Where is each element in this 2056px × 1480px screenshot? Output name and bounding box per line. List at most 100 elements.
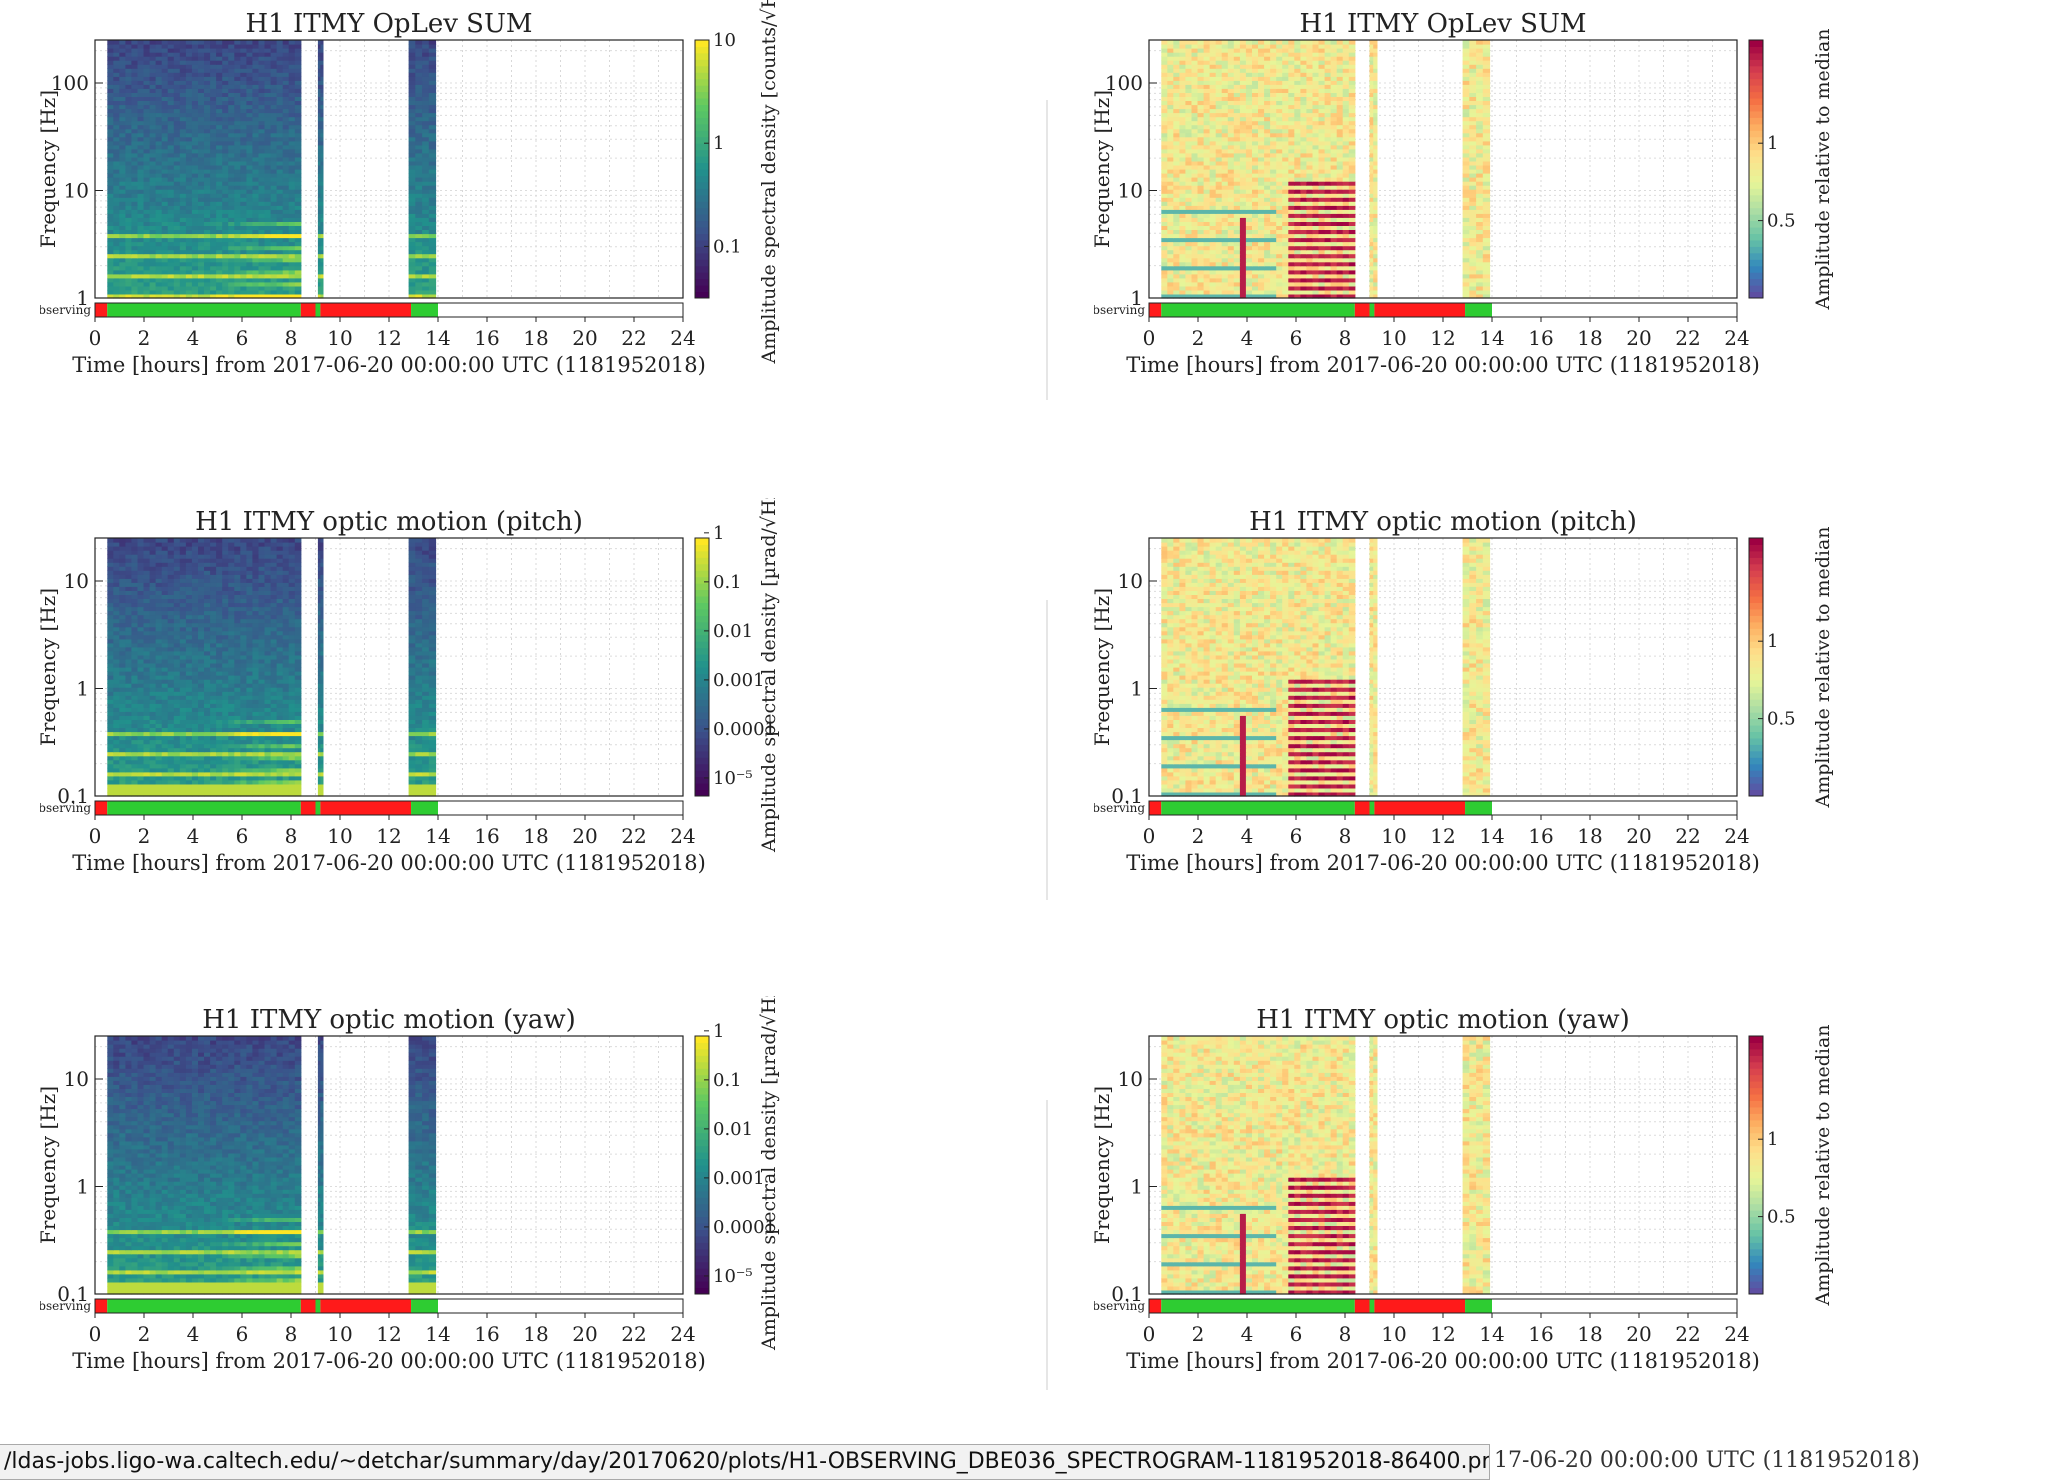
spectrogram-cell [1318,112,1326,118]
spectrogram-cell [179,273,187,279]
spectrogram-cell [1191,245,1199,251]
spectrogram-cell [131,294,138,299]
spectrogram-cell [282,44,290,49]
spectrogram-cell [167,193,175,198]
spectrogram-cell [161,201,169,206]
spectrogram-cell [1336,253,1344,259]
spectrogram-cell [264,44,272,49]
state-on-segment [411,303,438,317]
spectrogram-cell [179,221,187,226]
spectrogram-cell [258,241,266,247]
spectrogram-cell [1203,148,1211,154]
spectrogram-cell [1270,261,1277,267]
spectrogram-cell [282,160,290,166]
spectrogram-cell [185,241,193,247]
spectrogram-cell [1373,152,1378,158]
spectrogram-cell [1264,68,1271,73]
spectrogram-cell [113,44,120,49]
spectrogram-cell [125,273,132,279]
spectrogram-cell [119,249,126,255]
spectrogram-cell [149,104,157,110]
spectrogram-cell [1288,185,1295,190]
spectrogram-cell [1373,144,1378,150]
spectrogram-cell [1221,132,1229,138]
spectrogram-cell [1300,237,1307,243]
spectrogram-cell [149,124,157,130]
spectrogram-cell [167,289,175,295]
spectrogram-cell [1209,189,1217,194]
spectrogram-cell [1306,40,1313,45]
spectrogram-cell [1173,80,1180,85]
spectrogram-cell [234,233,241,239]
spectrogram-cell [246,261,253,267]
spectrogram-cell [143,277,151,283]
spectrogram-cell [1294,64,1301,69]
spectrogram-cell [415,273,423,279]
spectrogram-cell [1221,112,1229,118]
spectrogram-cell [173,177,181,182]
spectrogram-cell [1330,124,1338,130]
spectrogram-cell [1330,132,1338,138]
spectrogram-cell [234,225,241,230]
spectrogram-cell [1221,128,1229,134]
spectrogram-cell [234,96,241,101]
spectrogram-cell [264,265,272,271]
spectrogram-cell [198,56,205,61]
spectrogram-cell [276,253,284,259]
spectrogram-cell [216,241,223,247]
spectrogram-cell [288,100,296,106]
spectrogram-cell [246,213,253,218]
spectrogram-cell [119,96,126,101]
spectrogram-cell [415,245,423,251]
spectrogram-cell [1161,152,1168,158]
spectrogram-cell [1179,225,1186,230]
spectrogram-cell [294,44,302,49]
spectrogram-cell [1167,229,1174,235]
spectrogram-cell [204,221,211,226]
spectrogram-cell [234,40,241,45]
spectrogram-cell [1330,213,1338,218]
spectrogram-cell [161,68,169,73]
spectrogram-cell [1482,128,1491,134]
spectrogram-cell [125,128,132,134]
spectrogram-cell [107,60,114,65]
spectrogram-cell [264,136,272,142]
spectrogram-cell [210,56,217,61]
spectrogram-cell [1191,112,1199,118]
spectrogram-cell [137,76,145,81]
spectrogram-cell [1288,132,1295,138]
spectrogram-cell [198,160,205,166]
spectrogram-cell [240,56,247,61]
spectrogram-cell [1342,285,1350,291]
spectrogram-cell [1306,273,1313,279]
spectrogram-cell [252,273,259,279]
spectrogram-cell [258,156,266,162]
xtick-label: 2 [138,326,151,350]
spectrogram-cell [320,233,324,239]
spectrogram-cell [1300,201,1307,206]
spectrogram-cell [1324,128,1332,134]
spectrogram-cell [1227,217,1235,222]
spectrogram-cell [1342,136,1350,142]
spectrogram-cell [222,56,229,61]
spectrogram-cell [1209,64,1217,69]
spectrogram-cell [1270,116,1277,122]
spectrogram-cell [1161,60,1168,65]
spectrogram-cell [1324,257,1332,263]
spectrogram-cell [317,152,321,158]
spectrogram-cell [119,156,126,162]
spectrogram-cell [428,249,437,255]
spectrogram-cell [282,289,290,295]
spectrogram-cell [125,185,132,190]
spectrogram-cell [137,40,145,45]
spectrogram-cell [258,112,266,118]
spectrogram-cell [240,60,247,65]
spectrogram-cell [167,96,175,101]
spectrogram-cell [1215,241,1223,247]
spectrogram-cell [161,120,169,126]
spectrogram-cell [1312,104,1320,110]
spectrogram-cell [1469,185,1477,190]
spectrogram-cell [1288,257,1295,263]
